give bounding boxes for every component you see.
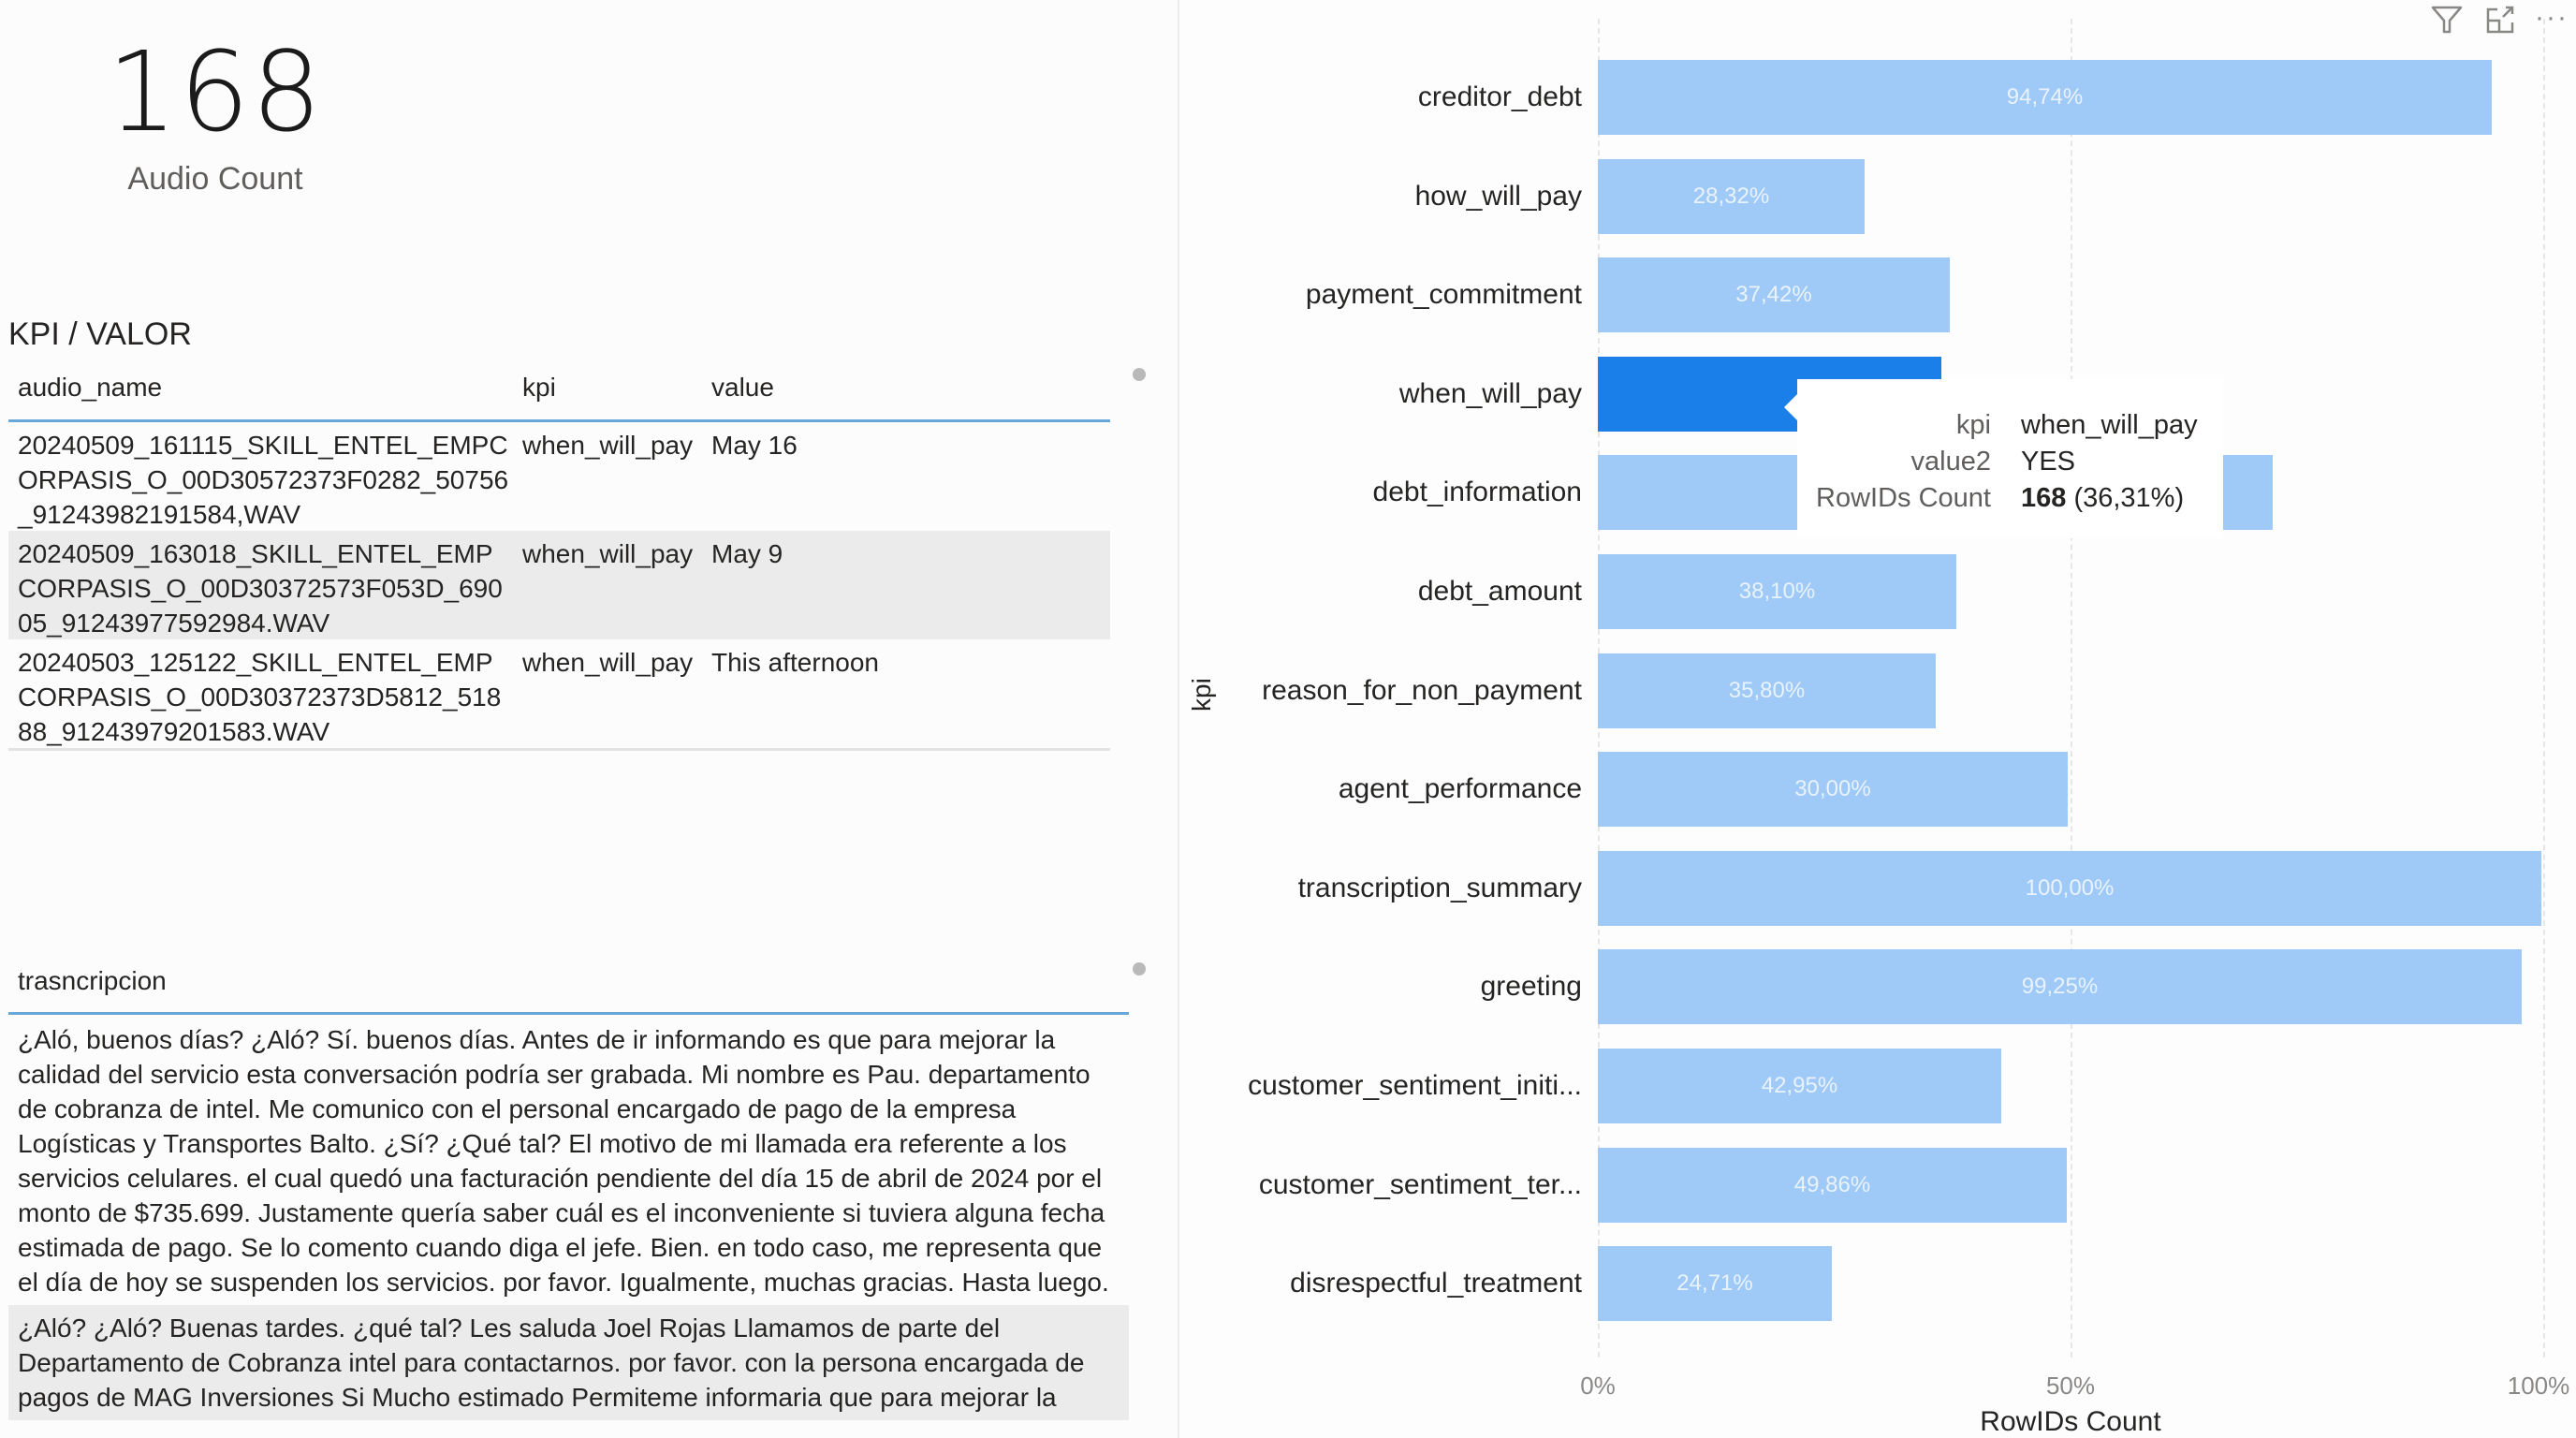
tooltip-count-pct: (36,31%) xyxy=(2066,483,2185,513)
table-row[interactable]: 20240503_125122_SKILL_ENTEL_EMPCORPASIS_… xyxy=(8,639,1110,748)
cell-value: May 16 xyxy=(711,431,798,460)
audio-count-value: 168 xyxy=(107,27,324,156)
bar-data-label: 24,71% xyxy=(1676,1270,1753,1297)
category-label[interactable]: debt_amount xyxy=(1417,576,1582,607)
category-label[interactable]: how_will_pay xyxy=(1414,180,1582,212)
tooltip-value: YES xyxy=(2021,447,2076,477)
x-axis-title: RowIDs Count xyxy=(1980,1406,2161,1437)
bar-disrespectful-treatment[interactable]: 24,71% xyxy=(1598,1246,1832,1322)
gridline-100 xyxy=(2543,19,2545,1357)
chart-tooltip: kpi when_will_pay value2 YES RowIDs Coun… xyxy=(1784,379,2223,538)
y-axis-title: kpi xyxy=(1187,678,1216,712)
tooltip-row-value2: value2 YES xyxy=(1797,443,2223,480)
x-tick-0: 0% xyxy=(1580,1372,1616,1400)
bar-data-label: 49,86% xyxy=(1793,1171,1871,1197)
table-bottom-rule xyxy=(8,748,1110,751)
transcription-column-header[interactable]: trasncripcion xyxy=(18,966,167,995)
cell-kpi: when_will_pay xyxy=(522,539,694,568)
x-tick-50: 50% xyxy=(2045,1372,2096,1400)
cell-audio-name: 20240509_161115_SKILL_ENTEL_EMPCORPASIS_… xyxy=(18,431,509,529)
bar-greeting[interactable]: 99,25% xyxy=(1598,949,2522,1025)
transcription-scrollbar-thumb[interactable] xyxy=(1133,962,1146,976)
category-label[interactable]: customer_sentiment_ter... xyxy=(1258,1168,1582,1200)
tooltip-count-bold: 168 xyxy=(2021,483,2067,513)
bar-data-label: 38,10% xyxy=(1738,579,1816,604)
tooltip-row-kpi: kpi when_will_pay xyxy=(1797,406,2223,444)
bar-data-label: 100,00% xyxy=(2025,874,2115,901)
left-panel: 168 Audio Count KPI / VALOR audio_name k… xyxy=(0,0,1178,1438)
x-tick-100: 100% xyxy=(2507,1372,2570,1400)
category-label[interactable]: creditor_debt xyxy=(1417,81,1582,112)
transcription-header: trasncripcion xyxy=(8,961,1129,1015)
cell-kpi: when_will_pay xyxy=(522,648,694,677)
category-label[interactable]: disrespectful_treatment xyxy=(1290,1268,1582,1299)
category-label[interactable]: greeting xyxy=(1480,971,1582,1003)
table-row[interactable]: 20240509_161115_SKILL_ENTEL_EMPCORPASIS_… xyxy=(8,422,1110,531)
category-label[interactable]: reason_for_non_payment xyxy=(1262,674,1582,706)
audio-count-label: Audio Count xyxy=(127,161,303,197)
category-label[interactable]: payment_commitment xyxy=(1305,279,1582,311)
column-header-audio-name[interactable]: audio_name xyxy=(18,373,163,402)
transcription-list: ¿Aló, buenos días? ¿Aló? Sí. buenos días… xyxy=(8,1017,1129,1420)
cell-value: This afternoon xyxy=(711,648,879,677)
bar-payment-commitment[interactable]: 37,42% xyxy=(1598,257,1950,333)
cell-audio-name: 20240503_125122_SKILL_ENTEL_EMPCORPASIS_… xyxy=(18,648,502,746)
kpi-table: audio_name kpi value 20240509_161115_SKI… xyxy=(8,367,1110,751)
transcription-row[interactable]: ¿Aló? ¿Aló? Buenas tardes. ¿qué tal? Les… xyxy=(8,1305,1129,1420)
category-label[interactable]: when_will_pay xyxy=(1398,377,1582,409)
tooltip-value: 168 (36,31%) xyxy=(2021,479,2184,517)
bar-data-label: 99,25% xyxy=(2021,974,2099,1000)
bar-transcription-summary[interactable]: 100,00% xyxy=(1598,850,2541,926)
tooltip-row-count: RowIDs Count 168 (36,31%) xyxy=(1797,479,2223,517)
category-label[interactable]: debt_information xyxy=(1372,477,1582,508)
bar-data-label: 35,80% xyxy=(1728,677,1806,703)
gridline-50 xyxy=(2071,19,2072,1357)
filter-icon[interactable] xyxy=(2428,4,2466,37)
table-header: audio_name kpi value xyxy=(8,367,1110,422)
category-label[interactable]: customer_sentiment_initi... xyxy=(1248,1070,1582,1101)
bar-data-label: 28,32% xyxy=(1692,183,1770,209)
tooltip-key: RowIDs Count xyxy=(1816,483,1991,513)
cell-audio-name: 20240509_163018_SKILL_ENTEL_EMPCORPASIS_… xyxy=(18,539,503,638)
bar-data-label: 42,95% xyxy=(1761,1073,1838,1098)
tooltip-key: kpi xyxy=(1955,410,1991,440)
focus-mode-icon[interactable] xyxy=(2482,4,2520,37)
bar-reason-for-non-payment[interactable]: 35,80% xyxy=(1598,653,1936,728)
category-label[interactable]: transcription_summary xyxy=(1297,872,1582,903)
bar-agent-performance[interactable]: 30,00% xyxy=(1598,752,2068,828)
tooltip-pointer xyxy=(1784,394,1797,420)
cell-value: May 9 xyxy=(711,539,783,568)
transcription-row[interactable]: ¿Aló, buenos días? ¿Aló? Sí. buenos días… xyxy=(18,1025,1109,1297)
bar-debt-amount[interactable]: 38,10% xyxy=(1598,554,1956,629)
tooltip-key: value2 xyxy=(1910,447,1991,477)
panel-divider xyxy=(1178,0,1179,1438)
column-header-value[interactable]: value xyxy=(711,373,774,402)
table-scrollbar-thumb[interactable] xyxy=(1133,368,1146,381)
bar-creditor-debt[interactable]: 94,74% xyxy=(1598,60,2492,135)
table-row[interactable]: 20240509_163018_SKILL_ENTEL_EMPCORPASIS_… xyxy=(8,531,1110,639)
bar-data-label: 30,00% xyxy=(1794,776,1871,802)
bar-data-label: 37,42% xyxy=(1735,282,1812,308)
bar-data-label: 94,74% xyxy=(2006,84,2084,110)
more-options-icon[interactable]: ··· xyxy=(2535,2,2569,33)
column-header-kpi[interactable]: kpi xyxy=(522,373,556,402)
category-label[interactable]: agent_performance xyxy=(1338,773,1582,805)
cell-kpi: when_will_pay xyxy=(522,431,694,460)
bar-customer-sentiment-ter[interactable]: 49,86% xyxy=(1598,1147,2067,1223)
bar-customer-sentiment-initi[interactable]: 42,95% xyxy=(1598,1049,2001,1123)
tooltip-value: when_will_pay xyxy=(2021,410,2198,440)
bar-how-will-pay[interactable]: 28,32% xyxy=(1598,158,1865,234)
kpi-table-title: KPI / VALOR xyxy=(8,316,192,352)
